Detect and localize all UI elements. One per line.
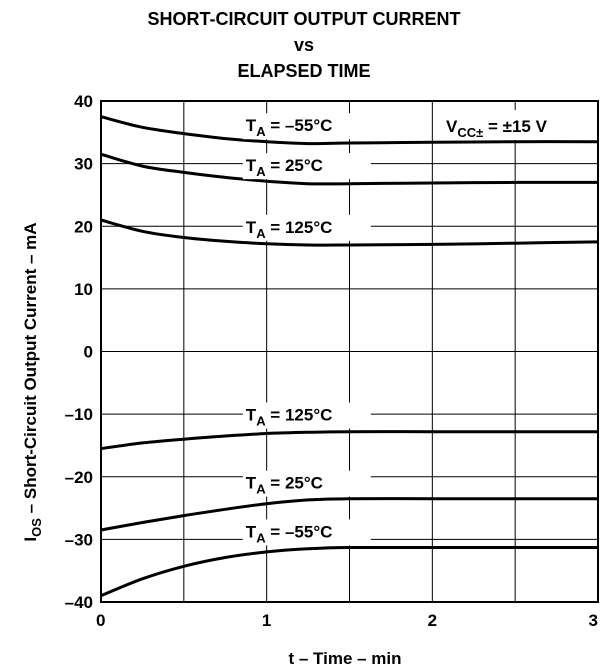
curve-labels: TA = –55°C TA = 25°C TA = 125°C TA = 125°C T… xyxy=(242,113,371,546)
series-line xyxy=(100,545,598,598)
y-axis-label: IOS – Short-Circuit Output Current – mA xyxy=(21,222,44,541)
vcc-annotation: VCC± = ±15 V xyxy=(440,110,590,140)
y-tick-label: 30 xyxy=(74,155,93,174)
series-line xyxy=(100,497,598,532)
chart-title-line-1: SHORT-CIRCUIT OUTPUT CURRENT xyxy=(147,9,461,29)
vcc-rest: = ±15 V xyxy=(483,117,547,136)
curve-label-background xyxy=(242,214,371,241)
y-axis-label-sub: OS xyxy=(29,518,44,537)
curve-label: TA = –55°C xyxy=(246,522,333,545)
x-tick-label: 1 xyxy=(262,611,271,630)
x-tick-label: 3 xyxy=(589,611,598,630)
plot-frame xyxy=(100,100,599,603)
y-tick-label: –20 xyxy=(65,468,93,487)
y-tick-label: –40 xyxy=(65,593,93,612)
curve-label-background xyxy=(242,402,371,429)
chart-title-line-2: vs xyxy=(293,35,315,55)
curve-label: TA = 25°C xyxy=(246,156,323,179)
series-line xyxy=(100,115,599,146)
curve-label-background xyxy=(242,113,371,140)
vcc-main: V xyxy=(446,117,458,136)
x-axis-label: t – Time – min xyxy=(288,649,401,668)
y-axis-label-main: I xyxy=(21,537,40,542)
curve-label: TA = 125°C xyxy=(246,218,333,241)
svg-text:VCC± = ±15 V: VCC± = ±15 V xyxy=(446,117,548,140)
y-tick-label: 20 xyxy=(74,217,93,236)
series-line xyxy=(100,430,598,451)
curve-label: TA = –55°C xyxy=(246,116,333,139)
series-line xyxy=(100,218,599,247)
series-lines xyxy=(100,115,599,598)
y-tick-label: –10 xyxy=(65,405,93,424)
curve-label: TA = 125°C xyxy=(246,406,333,429)
y-axis-label-rest: – Short-Circuit Output Current – mA xyxy=(21,222,40,518)
curve-label-background xyxy=(242,470,371,497)
vcc-annotation-background xyxy=(440,110,590,140)
x-tick-label: 0 xyxy=(96,611,105,630)
y-tick-label: 10 xyxy=(74,280,93,299)
x-tick-label: 2 xyxy=(428,611,437,630)
chart-title-line-3: ELAPSED TIME xyxy=(237,61,371,81)
y-tick-label: 40 xyxy=(74,92,93,111)
vcc-sub: CC± xyxy=(457,125,483,140)
curve-label-background xyxy=(242,153,371,180)
y-tick-label: –30 xyxy=(65,530,93,549)
y-tick-label: 0 xyxy=(84,343,93,362)
series-line xyxy=(100,152,599,186)
curve-label: TA = 25°C xyxy=(246,474,323,497)
curve-label-background xyxy=(242,519,371,546)
